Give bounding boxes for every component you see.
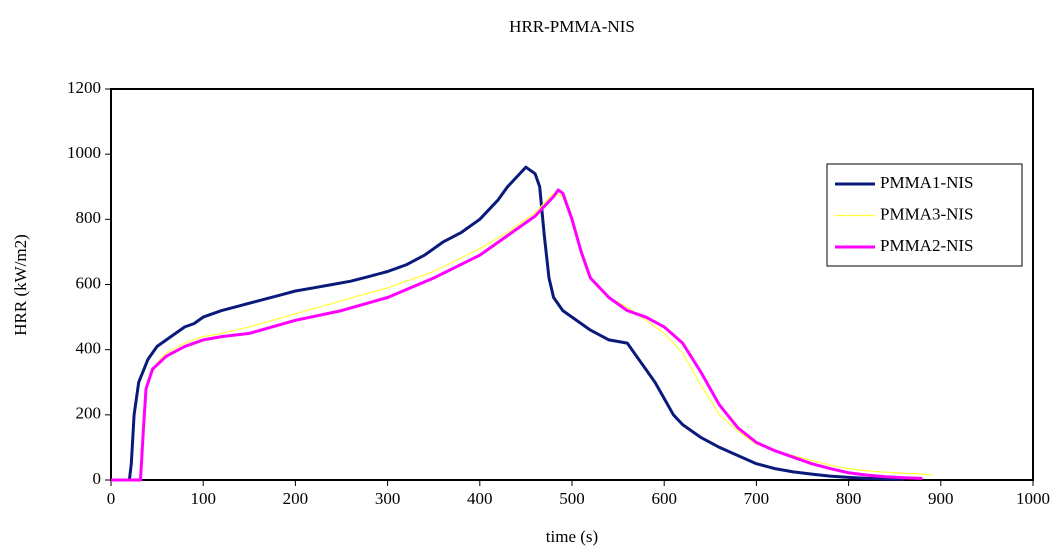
y-tick-label: 1200: [67, 78, 101, 97]
legend-label: PMMA2-NIS: [880, 236, 974, 255]
x-tick-label: 100: [190, 489, 216, 508]
y-tick-label: 1000: [67, 143, 101, 162]
legend-label: PMMA3-NIS: [880, 204, 974, 223]
chart-title: HRR-PMMA-NIS: [509, 17, 635, 36]
x-tick-label: 900: [928, 489, 954, 508]
x-tick-label: 500: [559, 489, 585, 508]
y-tick-label: 600: [76, 273, 102, 292]
y-tick-label: 200: [76, 404, 102, 423]
y-tick-label: 800: [76, 208, 102, 227]
x-tick-label: 600: [651, 489, 677, 508]
x-tick-label: 0: [107, 489, 116, 508]
x-tick-label: 200: [283, 489, 309, 508]
y-tick-label: 0: [93, 469, 102, 488]
y-tick-label: 400: [76, 339, 102, 358]
x-axis-label: time (s): [546, 527, 598, 546]
y-axis-label: HRR (kW/m2): [11, 234, 30, 336]
x-tick-label: 800: [836, 489, 862, 508]
data-line: [111, 165, 904, 482]
plot-frame: [110, 88, 1034, 481]
legend-label: PMMA1-NIS: [880, 173, 974, 192]
x-tick-label: 700: [744, 489, 770, 508]
x-tick-label: 300: [375, 489, 401, 508]
x-tick-label: 400: [467, 489, 493, 508]
x-tick-label: 1000: [1016, 489, 1050, 508]
data-line: [111, 188, 923, 482]
